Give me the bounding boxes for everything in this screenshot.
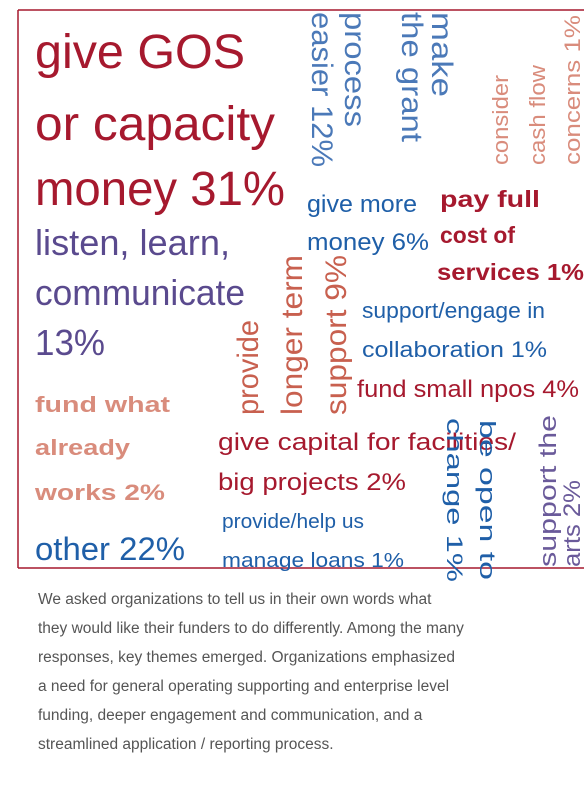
cloud-word-line: concerns 1% bbox=[560, 15, 584, 165]
caption: We asked organizations to tell us in the… bbox=[38, 591, 464, 753]
cloud-phrase: consider cash flow concerns 1% bbox=[488, 15, 584, 165]
cloud-word-line: provide bbox=[232, 320, 265, 415]
cloud-phrase: fund what already works 2% bbox=[34, 392, 171, 505]
cloud-word-line: consider bbox=[488, 75, 513, 165]
cloud-phrase: listen, learn, communicate 13% bbox=[35, 222, 245, 363]
cloud-word-line: manage loans 1% bbox=[222, 550, 404, 572]
cloud-word-line: provide/help us bbox=[222, 511, 364, 533]
cloud-word-line: money 31% bbox=[35, 163, 285, 216]
caption-line: they would like their funders to do diff… bbox=[38, 620, 464, 637]
caption-line: a need for general operating supporting … bbox=[38, 678, 449, 695]
caption-line: responses, key themes emerged. Organizat… bbox=[38, 649, 455, 666]
cloud-phrase: support/engage in collaboration 1% bbox=[362, 298, 547, 362]
cloud-word-line: be open to bbox=[475, 420, 500, 580]
caption-line: funding, deeper engagement and communica… bbox=[38, 707, 423, 724]
cloud-word-line: services 1% bbox=[437, 259, 584, 285]
cloud-word-line: cash flow bbox=[525, 65, 550, 165]
cloud-word-line: give more bbox=[307, 191, 417, 218]
cloud-word-line: cost of bbox=[440, 222, 515, 248]
cloud-word-line: big projects 2% bbox=[218, 469, 406, 496]
cloud-phrase: other 22% bbox=[35, 531, 185, 567]
cloud-word-line: process bbox=[338, 12, 371, 127]
cloud-word-line: collaboration 1% bbox=[362, 337, 547, 362]
word-cloud: give GOS or capacity money 31% listen, lear… bbox=[34, 12, 584, 582]
cloud-word-line: the grant bbox=[395, 12, 428, 143]
cloud-word-line: 13% bbox=[35, 322, 105, 363]
cloud-word-line: arts 2% bbox=[559, 480, 584, 567]
cloud-word-line: money 6% bbox=[307, 229, 429, 256]
cloud-word-line: listen, learn, bbox=[35, 222, 230, 263]
cloud-phrase: give capital for facilities/big projects… bbox=[218, 429, 516, 496]
cloud-word-line: support 9% bbox=[320, 255, 353, 415]
cloud-word-line: fund what bbox=[35, 392, 171, 417]
cloud-word-line: support the bbox=[535, 415, 562, 567]
cloud-phrase: give more money 6% bbox=[307, 191, 429, 256]
cloud-word-line: or capacity bbox=[35, 98, 275, 151]
cloud-word-line: support/engage in bbox=[362, 298, 545, 323]
cloud-word-line: already bbox=[35, 435, 131, 460]
cloud-phrase: give GOS or capacity money 31% bbox=[35, 26, 285, 216]
cloud-word-line: other 22% bbox=[35, 531, 185, 567]
cloud-word-line: change 1% bbox=[442, 418, 467, 582]
cloud-word-line: easier 12% bbox=[305, 12, 338, 167]
cloud-phrase: provide longer term support 9% bbox=[232, 255, 353, 415]
cloud-word-line: communicate bbox=[35, 272, 245, 313]
cloud-word-line: give capital for facilities/ bbox=[218, 429, 516, 456]
cloud-phrase: pay full cost of services 1% bbox=[437, 186, 584, 285]
cloud-word-line: longer term bbox=[276, 255, 309, 415]
cloud-word-line: give GOS bbox=[35, 26, 245, 79]
cloud-word-line: make bbox=[425, 12, 458, 97]
caption-line: We asked organizations to tell us in the… bbox=[38, 591, 432, 608]
cloud-phrase: be open to change 1% bbox=[442, 418, 500, 582]
caption-line: streamlined application / reporting proc… bbox=[38, 736, 334, 753]
cloud-phrase: fund small npos 4% bbox=[357, 376, 579, 403]
cloud-word-line: works 2% bbox=[34, 480, 165, 505]
cloud-word-line: fund small npos 4% bbox=[357, 376, 579, 403]
cloud-word-line: pay full bbox=[440, 186, 540, 212]
cloud-phrase: provide/help us manage loans 1% bbox=[222, 511, 404, 572]
